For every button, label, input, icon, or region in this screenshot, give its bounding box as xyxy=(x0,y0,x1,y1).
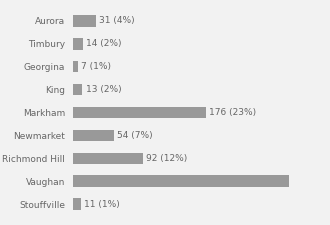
Text: 31 (4%): 31 (4%) xyxy=(99,16,135,25)
Bar xyxy=(73,176,289,187)
Text: 7 (1%): 7 (1%) xyxy=(81,62,111,71)
Bar xyxy=(73,61,78,72)
Text: 14 (2%): 14 (2%) xyxy=(86,39,122,48)
Bar xyxy=(73,153,143,164)
Bar xyxy=(73,198,81,210)
Bar xyxy=(73,15,96,27)
Text: 176 (23%): 176 (23%) xyxy=(210,108,256,117)
Bar xyxy=(73,106,206,119)
Bar xyxy=(73,83,82,95)
Text: 11 (1%): 11 (1%) xyxy=(84,200,120,209)
Text: 13 (2%): 13 (2%) xyxy=(85,85,121,94)
Bar xyxy=(73,130,114,142)
Bar xyxy=(73,38,83,50)
Text: 92 (12%): 92 (12%) xyxy=(146,154,187,163)
Text: 54 (7%): 54 (7%) xyxy=(117,131,152,140)
